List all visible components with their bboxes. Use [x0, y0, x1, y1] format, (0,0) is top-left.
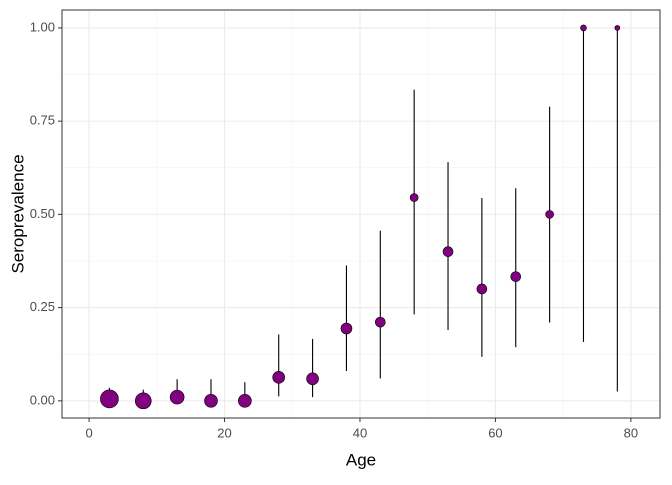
x-tick-label: 0	[85, 425, 92, 440]
point	[409, 193, 419, 202]
point	[169, 389, 185, 405]
panel-border	[61, 9, 661, 419]
point	[545, 210, 554, 219]
y-tick-label: 0.25	[30, 299, 55, 314]
x-tick-label: 40	[353, 425, 367, 440]
point	[476, 283, 488, 295]
y-tick-label: 0.75	[30, 113, 55, 128]
point	[375, 316, 386, 328]
point	[614, 25, 621, 31]
point	[510, 271, 522, 282]
x-tick-label: 20	[217, 425, 231, 440]
y-tick-label: 1.00	[30, 19, 55, 34]
point	[100, 389, 119, 409]
point	[238, 394, 252, 408]
y-tick-label: 0.50	[30, 206, 55, 221]
x-axis-title: Age	[346, 450, 376, 469]
y-axis-title: Seroprevalence	[8, 154, 27, 273]
point	[134, 392, 152, 410]
point	[340, 322, 353, 335]
point	[580, 24, 587, 32]
y-tick-label: 0.00	[30, 392, 55, 407]
point	[272, 371, 286, 384]
point	[442, 246, 454, 257]
x-tick-label: 80	[624, 425, 638, 440]
point	[306, 372, 319, 386]
x-tick-label: 60	[488, 425, 502, 440]
point	[204, 394, 218, 408]
